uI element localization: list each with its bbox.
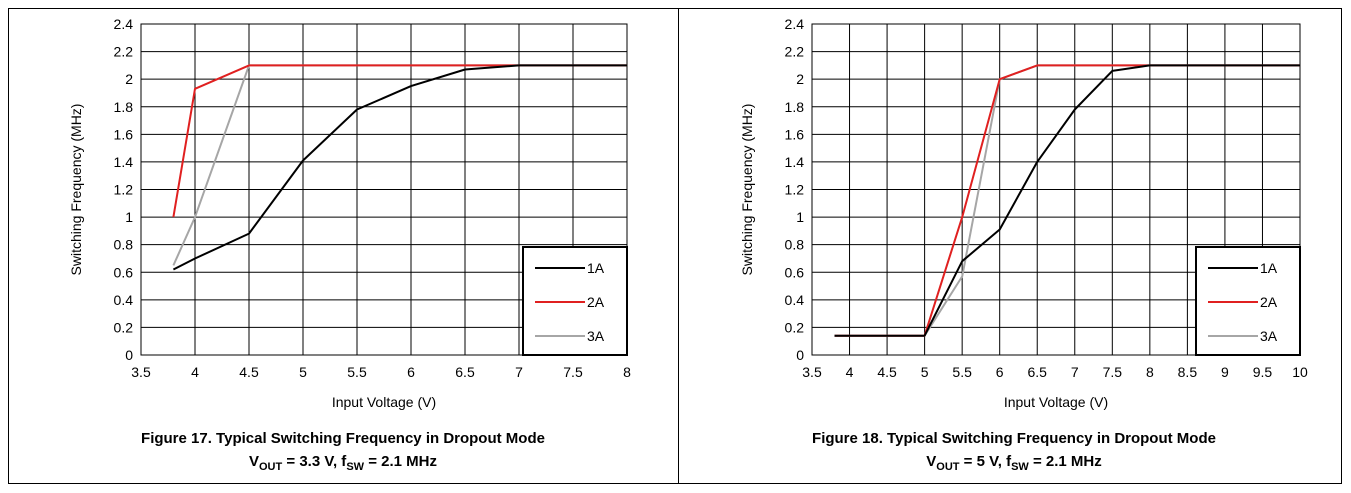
y-tick-label: 0.4 [114,292,134,308]
figure-frame [8,8,1342,484]
y-tick-label: 0.2 [114,319,134,335]
y-tick-label: 1.6 [114,126,134,142]
legend-label: 3A [1260,328,1278,344]
y-tick-label: 1.6 [785,126,805,142]
legend-label: 1A [587,260,605,276]
y-tick-label: 1 [796,209,804,225]
x-tick-label: 5.5 [952,364,972,380]
x-tick-label: 9.5 [1253,364,1273,380]
x-tick-label: 4 [846,364,854,380]
y-tick-label: 1.2 [785,182,805,198]
y-axis-label: Switching Frequency (MHz) [739,104,755,276]
y-tick-label: 0 [125,347,133,363]
panel-divider [678,8,679,484]
y-tick-label: 1.8 [785,99,805,115]
x-tick-label: 7 [1071,364,1079,380]
plot-area-border [140,23,628,356]
x-tick-label: 3.5 [802,364,822,380]
legend-label: 1A [1260,260,1278,276]
x-tick-label: 4 [191,364,199,380]
y-tick-label: 2.2 [785,44,805,60]
y-tick-label: 0.6 [114,264,134,280]
x-tick-label: 4.5 [877,364,897,380]
figure-caption-title: Figure 18. Typical Switching Frequency i… [812,430,1216,447]
y-axis-label: Switching Frequency (MHz) [68,104,84,276]
y-tick-label: 1.2 [114,182,134,198]
x-tick-label: 6.5 [1027,364,1047,380]
plot-area-border [811,23,1301,356]
x-tick-label: 8 [623,364,631,380]
y-tick-label: 2.2 [114,44,134,60]
y-tick-label: 0.4 [785,292,805,308]
x-tick-label: 9 [1221,364,1229,380]
y-tick-label: 2 [125,71,133,87]
chart-panel-figure-18: 0 0.2 0.4 0.6 0.8 1 1.2 1.4 1.6 1.8 2 2.2 2.4 3.5 4 4.5… [680,9,1348,483]
x-tick-label: 3.5 [131,364,151,380]
legend-label: 2A [1260,294,1278,310]
series-line-1a [172,64,627,271]
x-tick-label: 10 [1292,364,1308,380]
y-tick-label: 0.8 [785,237,805,253]
x-axis-label: Input Voltage (V) [332,394,436,410]
chart-figure-18: 0 0.2 0.4 0.6 0.8 1 1.2 1.4 1.6 1.8 2 2.2 2.4 3.5 4 4.5… [739,16,1308,410]
y-tick-label: 2.4 [114,16,134,32]
legend-label: 2A [587,294,605,310]
x-tick-label: 6 [996,364,1004,380]
series-lines [834,64,1300,337]
figure-caption-conditions: VOUT = 5 V, fSW = 2.1 MHz [926,453,1102,473]
y-tick-label: 0 [796,347,804,363]
x-tick-label: 7.5 [563,364,583,380]
x-tick-label: 7 [515,364,523,380]
y-tick-label: 0.8 [114,237,134,253]
chart-panel-figure-17: 0 0.2 0.4 0.6 0.8 1 1.2 1.4 1.6 1.8 2 2.2 2.4 3.5 4 4.5… [9,9,677,483]
legend-label: 3A [587,328,605,344]
y-tick-label: 1.4 [114,154,134,170]
y-tick-label: 2.4 [785,16,805,32]
figure-caption-title: Figure 17. Typical Switching Frequency i… [141,430,545,447]
y-tick-label: 0.6 [785,264,805,280]
y-tick-label: 2 [796,71,804,87]
figure-caption-conditions: VOUT = 3.3 V, fSW = 2.1 MHz [248,453,437,473]
x-tick-label: 7.5 [1103,364,1123,380]
x-tick-label: 8 [1146,364,1154,380]
chart-figure-17: 0 0.2 0.4 0.6 0.8 1 1.2 1.4 1.6 1.8 2 2.2 2.4 3.5 4 4.5… [68,16,631,410]
y-tick-label: 1.8 [114,99,134,115]
y-tick-label: 0.2 [785,319,805,335]
x-tick-label: 8.5 [1178,364,1198,380]
x-tick-label: 4.5 [239,364,259,380]
legend: 1A 2A 3A [1195,246,1301,356]
x-axis-label: Input Voltage (V) [1004,394,1108,410]
legend: 1A 2A 3A [522,246,628,356]
x-tick-label: 5 [921,364,929,380]
y-tick-label: 1.4 [785,154,805,170]
x-tick-label: 5 [299,364,307,380]
series-line-3a [172,64,627,266]
x-tick-label: 6 [407,364,415,380]
x-tick-label: 6.5 [455,364,475,380]
series-line-1a [834,64,1300,337]
x-tick-label: 5.5 [347,364,367,380]
series-lines [172,64,627,271]
y-tick-label: 1 [125,209,133,225]
